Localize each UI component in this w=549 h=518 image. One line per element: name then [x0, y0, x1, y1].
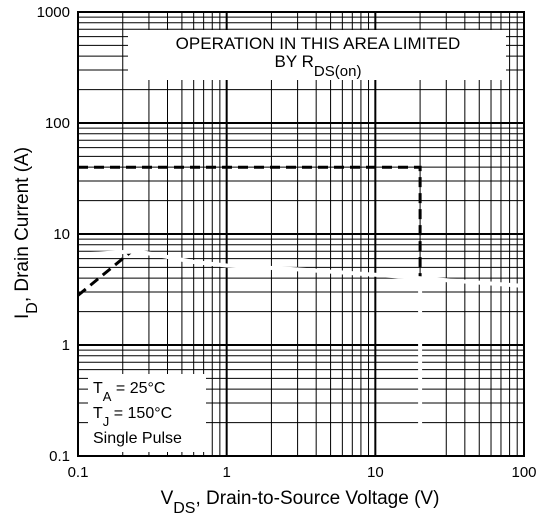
condition-tj: TJ = 150°C — [93, 405, 172, 429]
annotation-background — [128, 30, 506, 80]
y-axis-title: ID, Drain Current (A) — [12, 147, 41, 319]
plot-frame — [77, 11, 525, 457]
grid — [77, 12, 524, 457]
y-tick-label: 0.1 — [49, 448, 70, 465]
y-tick-label: 1 — [62, 337, 70, 354]
condition-pulse: Single Pulse — [93, 430, 182, 447]
y-tick-label: 100 — [45, 115, 70, 132]
condition-ta: TA = 25°C — [93, 380, 165, 404]
dashed-limit-line-1 — [78, 165, 422, 279]
tick-labels: 0.1 1 10 100 0.1 1 10 100 1000 — [37, 4, 537, 481]
x-axis-title: VDS, Drain-to-Source Voltage (V) — [161, 488, 440, 517]
series-lines — [77, 165, 525, 456]
annotation-line2: BY RDS(on) — [275, 52, 362, 80]
conditions-background — [88, 374, 206, 452]
annotation-line1: OPERATION IN THIS AREA LIMITED — [176, 34, 461, 53]
white-limit-line-2 — [77, 249, 525, 288]
x-tick-label: 0.1 — [68, 464, 89, 481]
x-tick-label: 100 — [511, 464, 536, 481]
y-tick-label: 10 — [53, 226, 70, 243]
x-tick-label: 1 — [222, 464, 230, 481]
x-tick-label: 10 — [367, 464, 384, 481]
y-tick-label: 1000 — [37, 4, 70, 21]
dashed-limit-line-0 — [77, 250, 133, 297]
